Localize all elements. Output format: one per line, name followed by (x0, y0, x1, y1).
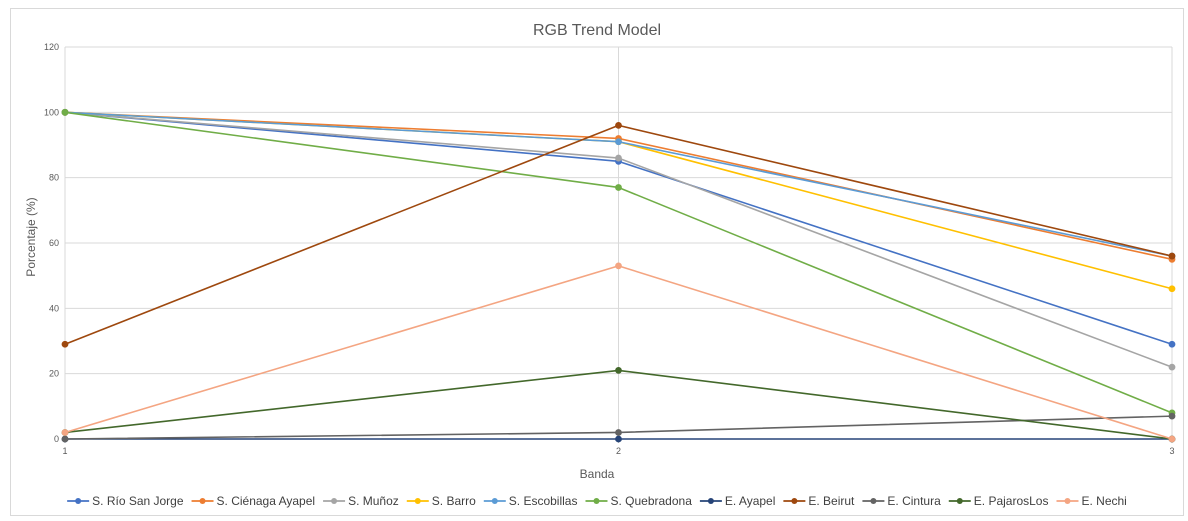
series-8 (61, 122, 1176, 348)
series-11 (61, 262, 1176, 443)
data-point (615, 138, 622, 146)
legend-item: E. Beirut (783, 494, 855, 508)
series-lines (61, 108, 1176, 443)
data-point (1168, 412, 1176, 420)
legend-item: S. Ciénaga Ayapel (191, 494, 316, 508)
legend-swatch-marker (331, 498, 338, 504)
legend-item: E. Nechi (1056, 494, 1127, 508)
data-point (61, 340, 69, 348)
y-tick-label: 100 (44, 107, 59, 117)
legend-swatch-marker (593, 498, 600, 504)
y-tick-label: 40 (49, 303, 59, 313)
data-point (1168, 363, 1176, 371)
x-tick-label: 2 (616, 446, 621, 456)
legend-swatch-marker (491, 498, 498, 504)
legend-swatch-marker (791, 498, 798, 504)
data-point (615, 184, 622, 191)
legend-item: S. Río San Jorge (67, 494, 184, 508)
data-point (61, 435, 69, 443)
legend-label: S. Barro (432, 494, 476, 508)
legend-swatch-marker (414, 498, 421, 504)
data-point (1168, 252, 1176, 260)
data-point (615, 429, 622, 436)
legend-label: S. Río San Jorge (92, 494, 184, 508)
legend-label: E. Beirut (808, 494, 855, 508)
y-axis-title: Porcentaje (%) (24, 197, 38, 276)
legend-item: E. Cintura (862, 494, 941, 508)
data-point (61, 108, 69, 116)
y-tick-label: 20 (49, 369, 59, 379)
data-point (615, 122, 622, 129)
data-point (1168, 340, 1176, 348)
legend-swatch-marker (956, 498, 963, 504)
data-point (1168, 435, 1176, 443)
data-point (615, 262, 622, 270)
series-9 (61, 412, 1176, 443)
legend-item: E. Ayapel (699, 494, 775, 508)
data-point (61, 429, 69, 436)
legend-label: S. Quebradona (610, 494, 692, 508)
y-tick-label: 60 (49, 238, 59, 248)
legend-label: S. Muñoz (348, 494, 399, 508)
legend: S. Río San Jorge S. Ciénaga Ayapel S. Muño… (67, 494, 1127, 508)
legend-item: S. Quebradona (585, 494, 692, 508)
legend-swatch-marker (870, 498, 877, 504)
data-point (615, 154, 622, 162)
x-tick-label: 3 (1169, 446, 1174, 456)
y-tick-label: 80 (49, 173, 59, 183)
legend-swatch-marker (1064, 498, 1071, 504)
legend-label: E. Ayapel (725, 494, 775, 508)
legend-item: S. Barro (406, 494, 476, 508)
line-chart: 0 20 40 60 80 100 120 1 2 3 RGB Trend Model Banda… (24, 22, 1176, 508)
legend-swatch-marker (75, 498, 82, 504)
legend-label: E. PajarosLos (974, 494, 1049, 508)
data-point (615, 366, 622, 374)
legend-label: E. Cintura (887, 494, 941, 508)
axes: 0 20 40 60 80 100 120 1 2 3 (44, 42, 1175, 456)
legend-item: S. Escobillas (483, 494, 578, 508)
chart-title: RGB Trend Model (533, 22, 661, 39)
y-tick-label: 120 (44, 42, 59, 52)
legend-label: S. Ciénaga Ayapel (217, 494, 316, 508)
legend-label: E. Nechi (1081, 494, 1126, 508)
data-point (1168, 285, 1176, 293)
legend-swatch-marker (199, 498, 206, 504)
legend-label: S. Escobillas (509, 494, 578, 508)
legend-item: E. PajarosLos (948, 494, 1049, 508)
x-axis-title: Banda (580, 467, 615, 481)
legend-swatch-marker (707, 498, 714, 504)
data-point (615, 435, 622, 443)
x-tick-label: 1 (62, 446, 67, 456)
gridlines (65, 46, 1173, 439)
y-tick-label: 0 (54, 434, 59, 444)
legend-item: S. Muñoz (323, 494, 399, 508)
chart-frame: 0 20 40 60 80 100 120 1 2 3 RGB Trend Model Banda… (10, 8, 1184, 516)
